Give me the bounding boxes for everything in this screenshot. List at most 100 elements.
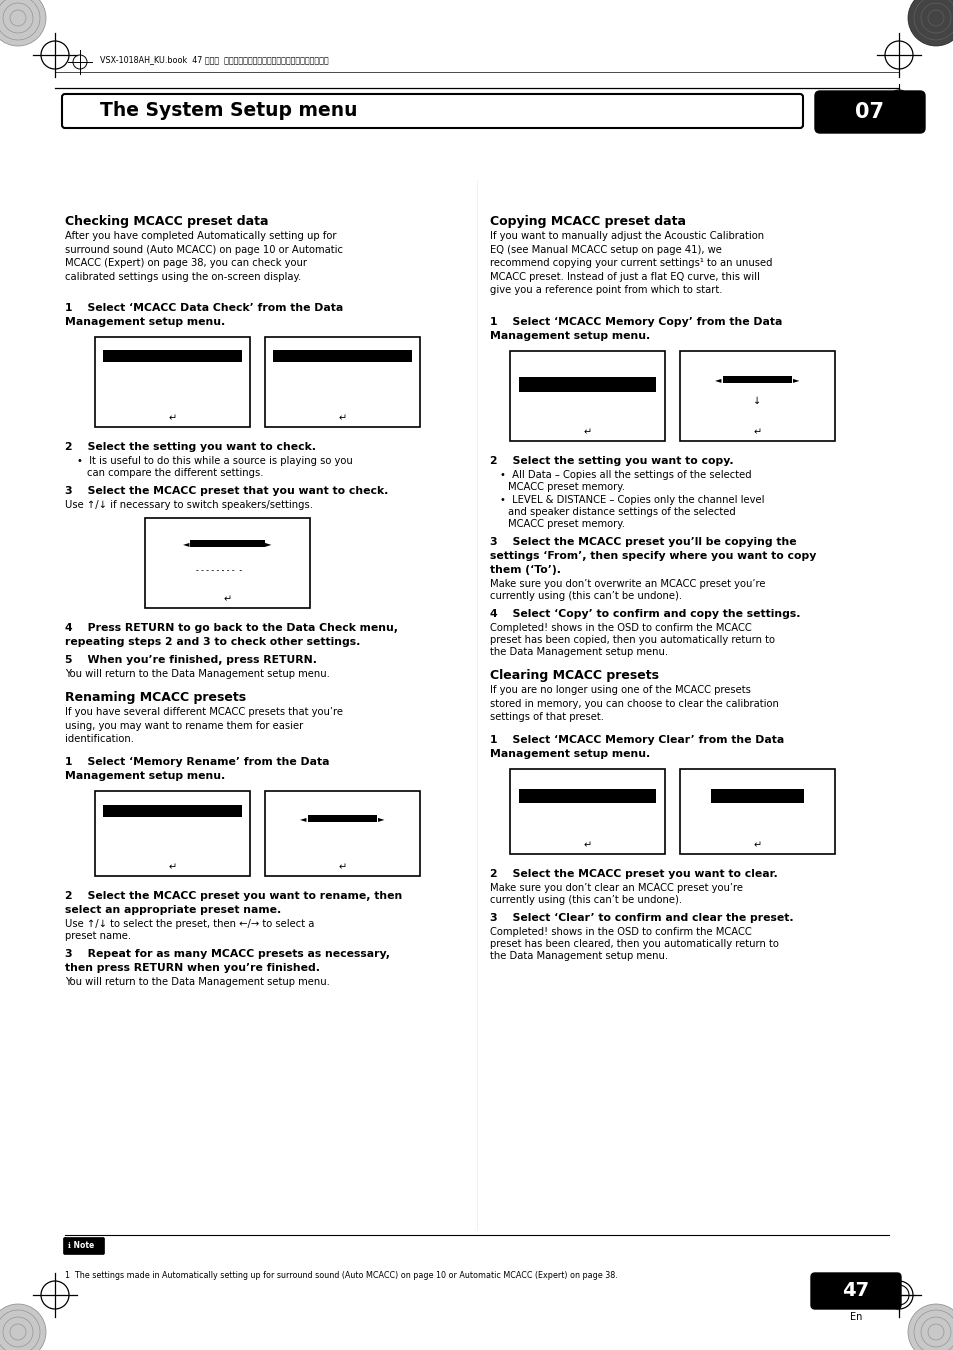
Bar	[103, 805, 242, 817]
Text: ↵: ↵	[223, 594, 232, 603]
Bar	[518, 790, 655, 803]
Text: Use ↑/↓ to select the preset, then ←/→ to select a: Use ↑/↓ to select the preset, then ←/→ t…	[65, 919, 314, 929]
Text: select an appropriate preset name.: select an appropriate preset name.	[65, 904, 281, 915]
Bar	[307, 815, 377, 822]
Text: •  It is useful to do this while a source is playing so you: • It is useful to do this while a source…	[77, 456, 353, 466]
FancyBboxPatch shape	[62, 95, 802, 128]
Text: You will return to the Data Management setup menu.: You will return to the Data Management s…	[65, 670, 330, 679]
Text: - - - - - - - -  -: - - - - - - - - -	[196, 566, 242, 575]
Text: After you have completed Automatically setting up for
surround sound (Auto MCACC: After you have completed Automatically s…	[65, 231, 343, 282]
Text: ↵: ↵	[338, 413, 346, 423]
Text: then press RETURN when you’re finished.: then press RETURN when you’re finished.	[65, 963, 319, 973]
Bar	[510, 351, 664, 441]
Text: •  All Data – Copies all the settings of the selected: • All Data – Copies all the settings of …	[499, 470, 751, 481]
Text: 2    Select the setting you want to copy.: 2 Select the setting you want to copy.	[490, 456, 733, 466]
Text: ℹ Note: ℹ Note	[68, 1242, 94, 1250]
Text: •  LEVEL & DISTANCE – Copies only the channel level: • LEVEL & DISTANCE – Copies only the cha…	[499, 495, 763, 505]
Text: ↓: ↓	[753, 396, 760, 405]
Text: the Data Management setup menu.: the Data Management setup menu.	[490, 647, 667, 657]
Text: ↵: ↵	[169, 863, 176, 872]
Text: MCACC preset memory.: MCACC preset memory.	[507, 518, 624, 529]
Text: Checking MCACC preset data: Checking MCACC preset data	[65, 215, 268, 228]
Text: En: En	[849, 1312, 862, 1322]
Text: 3    Select ‘Clear’ to confirm and clear the preset.: 3 Select ‘Clear’ to confirm and clear th…	[490, 913, 793, 923]
Text: 5    When you’re finished, press RETURN.: 5 When you’re finished, press RETURN.	[65, 655, 316, 666]
Text: If you have several different MCACC presets that you’re
using, you may want to r: If you have several different MCACC pres…	[65, 707, 343, 744]
Bar	[191, 540, 264, 547]
Bar	[510, 769, 664, 855]
Bar	[95, 791, 250, 876]
Text: Management setup menu.: Management setup menu.	[65, 317, 225, 327]
Text: preset name.: preset name.	[65, 931, 131, 941]
Text: can compare the different settings.: can compare the different settings.	[87, 468, 263, 478]
Text: 3    Select the MCACC preset you’ll be copying the: 3 Select the MCACC preset you’ll be copy…	[490, 537, 796, 547]
Bar	[103, 350, 242, 362]
Text: currently using (this can’t be undone).: currently using (this can’t be undone).	[490, 591, 681, 601]
Circle shape	[0, 1304, 46, 1350]
Text: the Data Management setup menu.: the Data Management setup menu.	[490, 950, 667, 961]
Text: You will return to the Data Management setup menu.: You will return to the Data Management s…	[65, 977, 330, 987]
Text: Make sure you don’t overwrite an MCACC preset you’re: Make sure you don’t overwrite an MCACC p…	[490, 579, 764, 589]
Text: 3    Select the MCACC preset that you want to check.: 3 Select the MCACC preset that you want …	[65, 486, 388, 495]
Circle shape	[0, 0, 46, 46]
Text: If you are no longer using one of the MCACC presets
stored in memory, you can ch: If you are no longer using one of the MC…	[490, 684, 778, 722]
Text: and speaker distance settings of the selected: and speaker distance settings of the sel…	[507, 508, 735, 517]
FancyBboxPatch shape	[814, 90, 924, 134]
Text: ►: ►	[377, 814, 384, 822]
Text: VSX-1018AH_KU.book  47 ページ  ２００８年４月１７日　木曜日　午後２時３７分: VSX-1018AH_KU.book 47 ページ ２００８年４月１７日 木曜日…	[100, 55, 328, 65]
Text: ◄: ◄	[300, 814, 307, 822]
Text: 2    Select the MCACC preset you want to rename, then: 2 Select the MCACC preset you want to re…	[65, 891, 402, 900]
Text: 47: 47	[841, 1281, 868, 1300]
Text: currently using (this can’t be undone).: currently using (this can’t be undone).	[490, 895, 681, 905]
Text: Completed! shows in the OSD to confirm the MCACC: Completed! shows in the OSD to confirm t…	[490, 927, 751, 937]
Text: The System Setup menu: The System Setup menu	[100, 101, 357, 120]
Bar	[710, 790, 803, 803]
Text: 1    Select ‘Memory Rename’ from the Data: 1 Select ‘Memory Rename’ from the Data	[65, 757, 329, 767]
Text: ↵: ↵	[583, 841, 591, 850]
Bar	[721, 377, 792, 383]
Text: 1    Select ‘MCACC Memory Copy’ from the Data: 1 Select ‘MCACC Memory Copy’ from the Da…	[490, 317, 781, 327]
FancyBboxPatch shape	[64, 1238, 105, 1254]
Text: 1    Select ‘MCACC Data Check’ from the Data: 1 Select ‘MCACC Data Check’ from the Dat…	[65, 302, 343, 313]
Text: Clearing MCACC presets: Clearing MCACC presets	[490, 670, 659, 682]
Bar	[679, 769, 834, 855]
Text: 2    Select the setting you want to check.: 2 Select the setting you want to check.	[65, 441, 315, 452]
Text: 2    Select the MCACC preset you want to clear.: 2 Select the MCACC preset you want to cl…	[490, 869, 777, 879]
Bar	[265, 338, 419, 427]
Text: ◄: ◄	[715, 375, 721, 385]
Text: preset has been cleared, then you automatically return to: preset has been cleared, then you automa…	[490, 940, 778, 949]
Text: 1  The settings made in Automatically setting up for surround sound (Auto MCACC): 1 The settings made in Automatically set…	[65, 1270, 618, 1280]
Text: Use ↑/↓ if necessary to switch speakers/settings.: Use ↑/↓ if necessary to switch speakers/…	[65, 500, 313, 510]
Text: Make sure you don’t clear an MCACC preset you’re: Make sure you don’t clear an MCACC prese…	[490, 883, 742, 892]
Text: ↵: ↵	[753, 841, 760, 850]
Text: Management setup menu.: Management setup menu.	[490, 749, 650, 759]
Text: Copying MCACC preset data: Copying MCACC preset data	[490, 215, 685, 228]
Text: 4    Press RETURN to go back to the Data Check menu,: 4 Press RETURN to go back to the Data Ch…	[65, 622, 397, 633]
Circle shape	[907, 1304, 953, 1350]
Text: 07: 07	[855, 103, 883, 122]
Text: Management setup menu.: Management setup menu.	[65, 771, 225, 782]
Text: ↵: ↵	[753, 427, 760, 437]
FancyBboxPatch shape	[810, 1273, 900, 1310]
Text: If you want to manually adjust the Acoustic Calibration
EQ (see Manual MCACC set: If you want to manually adjust the Acous…	[490, 231, 772, 296]
Text: ↵: ↵	[169, 413, 176, 423]
Text: MCACC preset memory.: MCACC preset memory.	[507, 482, 624, 491]
Text: Renaming MCACC presets: Renaming MCACC presets	[65, 691, 246, 703]
Text: preset has been copied, then you automatically return to: preset has been copied, then you automat…	[490, 634, 774, 645]
Bar	[273, 350, 412, 362]
Text: ◄: ◄	[183, 539, 190, 548]
Text: 3    Repeat for as many MCACC presets as necessary,: 3 Repeat for as many MCACC presets as ne…	[65, 949, 390, 958]
Bar	[145, 518, 310, 608]
Text: them (‘To’).: them (‘To’).	[490, 566, 560, 575]
Text: Management setup menu.: Management setup menu.	[490, 331, 650, 342]
Bar	[265, 791, 419, 876]
Text: ►: ►	[792, 375, 799, 385]
Text: ►: ►	[265, 539, 272, 548]
Text: Completed! shows in the OSD to confirm the MCACC: Completed! shows in the OSD to confirm t…	[490, 622, 751, 633]
Circle shape	[907, 0, 953, 46]
Bar	[518, 377, 655, 392]
Text: settings ‘From’, then specify where you want to copy: settings ‘From’, then specify where you …	[490, 551, 816, 562]
Text: ↵: ↵	[583, 427, 591, 437]
Text: 1    Select ‘MCACC Memory Clear’ from the Data: 1 Select ‘MCACC Memory Clear’ from the D…	[490, 734, 783, 745]
Text: 4    Select ‘Copy’ to confirm and copy the settings.: 4 Select ‘Copy’ to confirm and copy the …	[490, 609, 800, 620]
